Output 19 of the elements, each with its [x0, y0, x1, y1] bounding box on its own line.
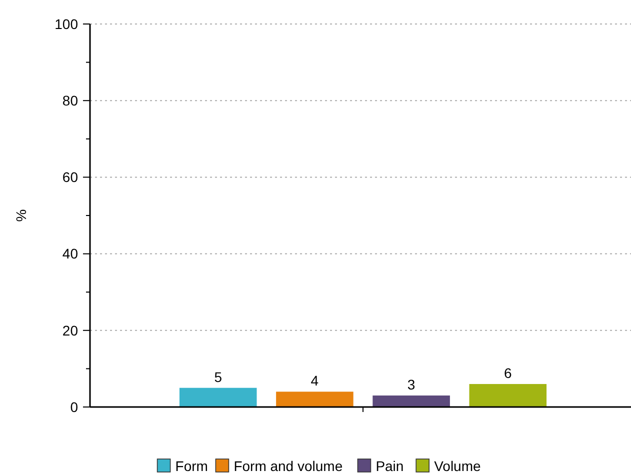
y-tick-label: 40 [62, 246, 78, 262]
legend-label: Pain [376, 458, 404, 474]
data-label: 6 [504, 365, 512, 382]
bar [372, 396, 450, 407]
y-tick-label: 20 [62, 322, 78, 338]
y-tick-label: 80 [62, 92, 78, 108]
legend-label: Form and volume [234, 458, 343, 474]
legend-label: Form [175, 458, 208, 474]
y-axis-title: % [13, 209, 29, 222]
y-tick-label: 0 [70, 398, 78, 415]
legend-label: Volume [434, 458, 482, 474]
bar [276, 392, 354, 407]
y-tick-label: 100 [54, 16, 78, 32]
bar [179, 388, 257, 407]
data-label: 4 [310, 372, 319, 389]
bar [469, 384, 547, 407]
data-label: 5 [214, 368, 222, 385]
data-label: 3 [407, 376, 416, 393]
y-tick-label: 60 [62, 169, 78, 186]
